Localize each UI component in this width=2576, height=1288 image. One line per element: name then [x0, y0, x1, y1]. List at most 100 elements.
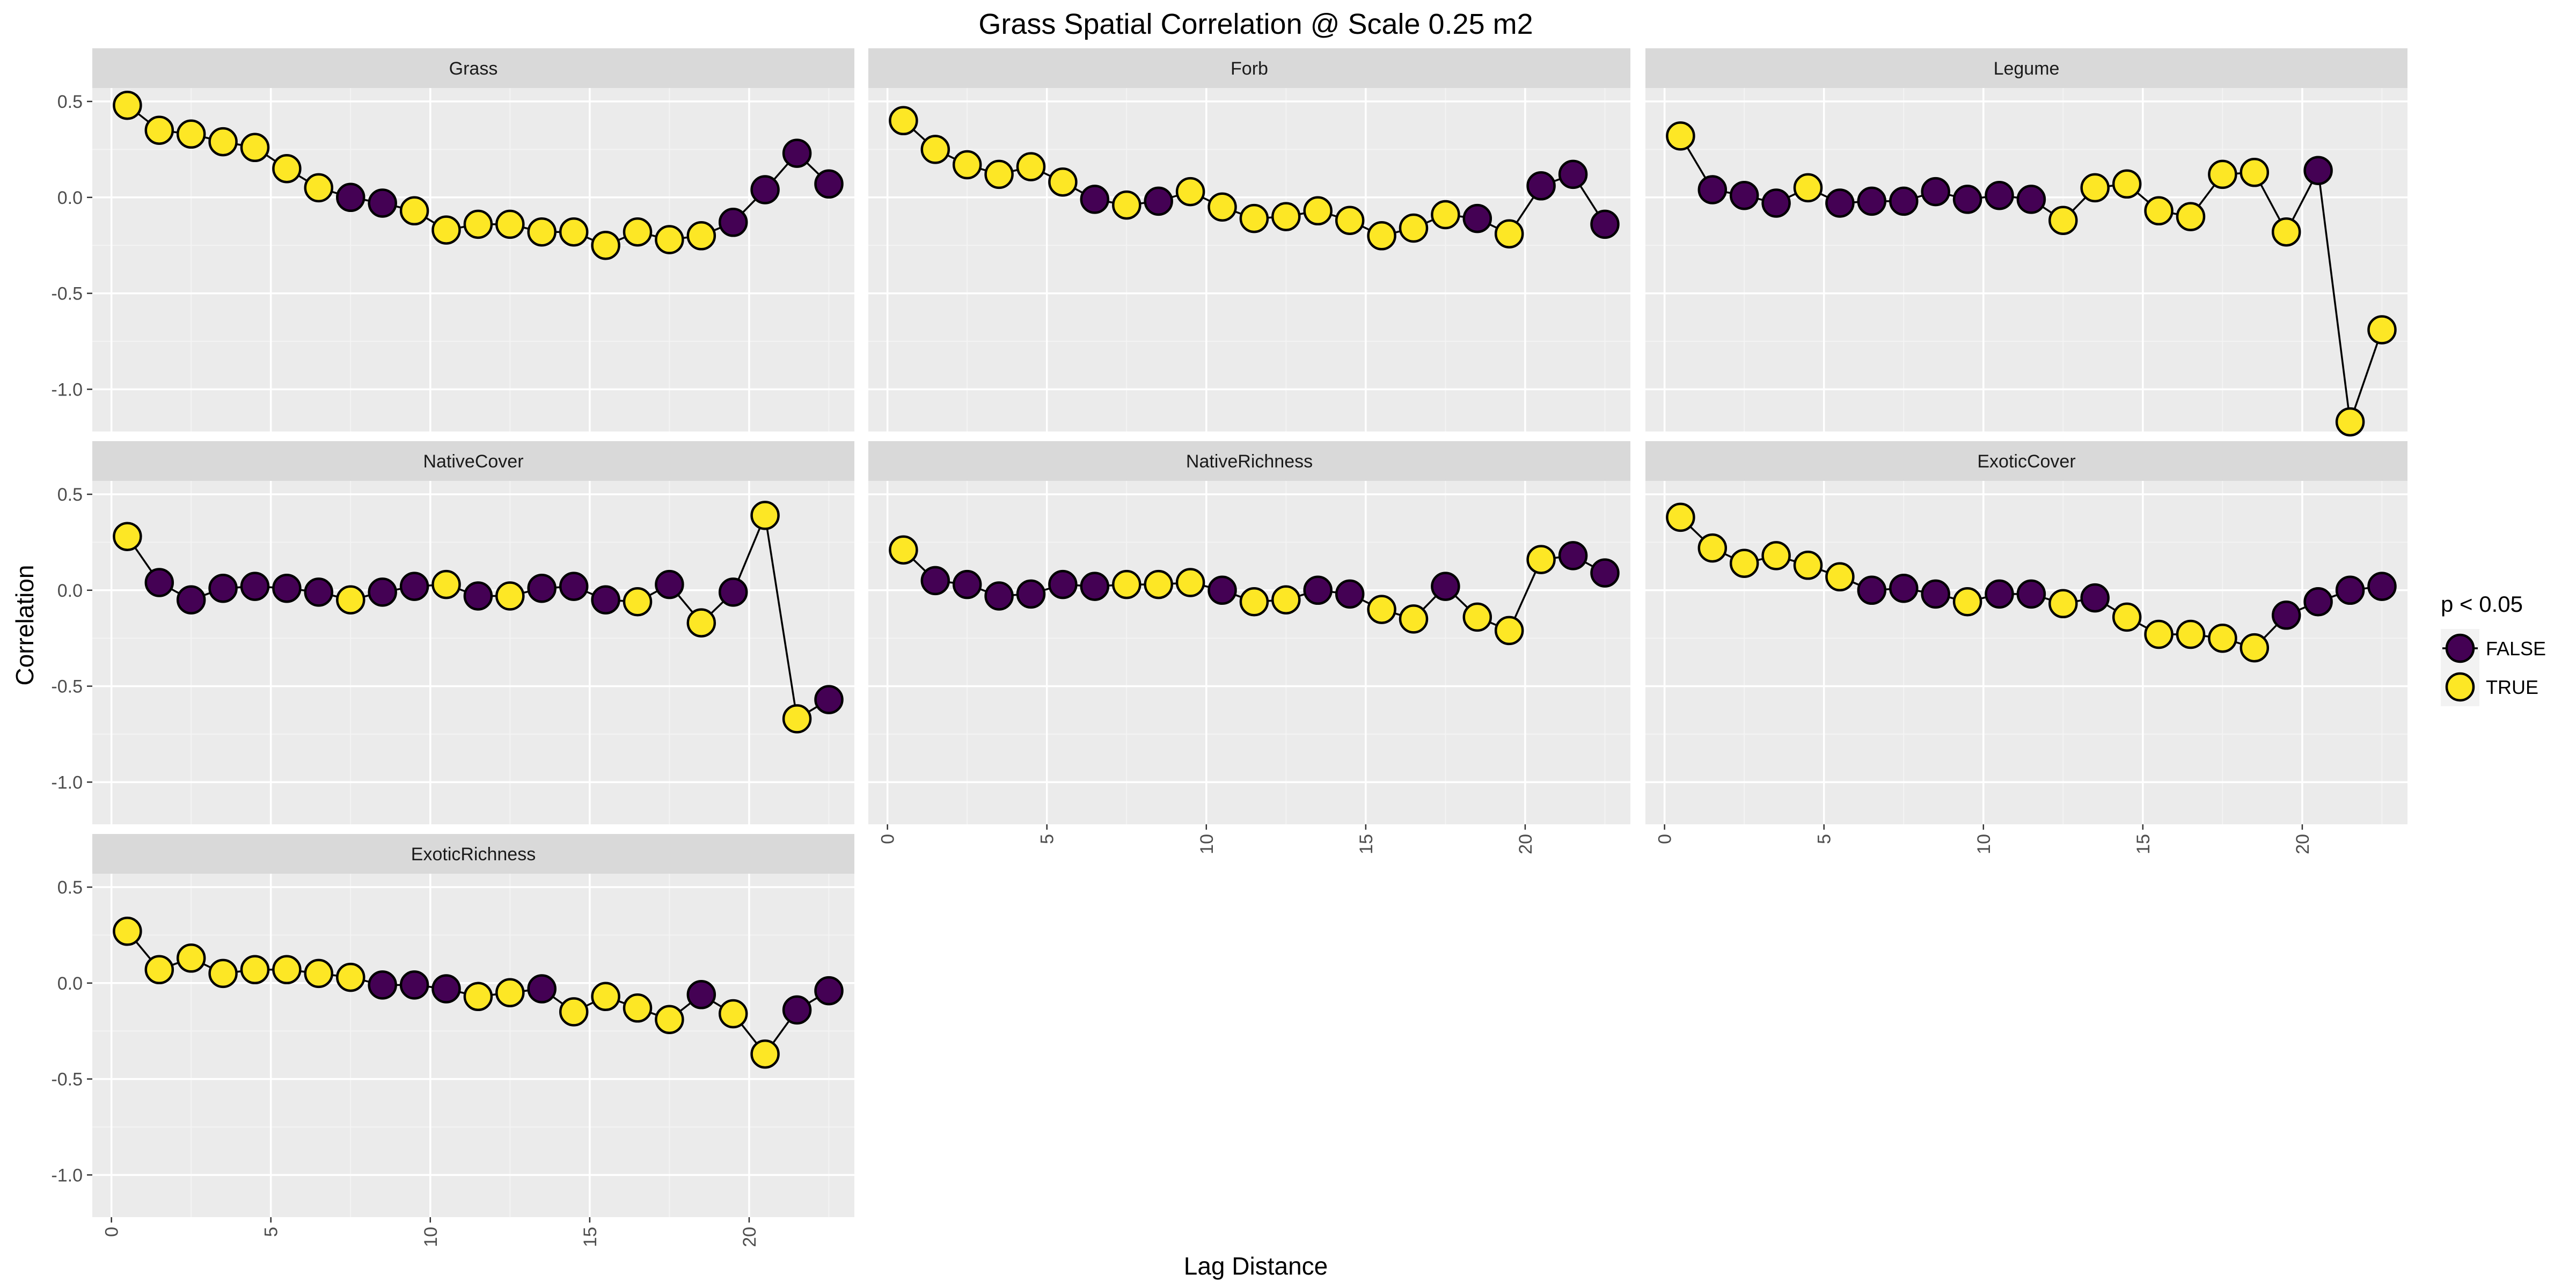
- x-tick-label: 0: [1655, 834, 1675, 844]
- y-tick-label: 0.5: [57, 877, 83, 898]
- data-point: [2240, 158, 2270, 187]
- data-point: [144, 955, 174, 985]
- data-point: [1048, 569, 1078, 599]
- x-tick-label: 5: [1037, 834, 1058, 844]
- data-point: [2144, 196, 2174, 226]
- panel-background: [1645, 481, 2407, 824]
- y-tick-label: -1.0: [51, 772, 83, 793]
- data-point: [304, 958, 334, 989]
- legend-entry-true: TRUE: [2441, 668, 2538, 706]
- data-point: [814, 685, 844, 714]
- x-tick-label: 15: [2133, 834, 2154, 854]
- data-point: [1952, 185, 1982, 214]
- panel-strip-label: ExoticRichness: [411, 844, 536, 865]
- data-point: [750, 1039, 780, 1069]
- panel-strip-label: ExoticCover: [1977, 451, 2075, 472]
- panel-background: [92, 874, 854, 1217]
- data-point: [1399, 213, 1429, 243]
- data-point: [686, 980, 716, 1009]
- data-point: [2016, 579, 2046, 609]
- legend-key-true-dot: [2445, 672, 2475, 702]
- data-point: [463, 209, 493, 239]
- data-point: [952, 569, 982, 599]
- data-point: [782, 995, 812, 1025]
- data-point: [113, 90, 142, 120]
- data-point: [1729, 548, 1759, 578]
- data-point: [984, 159, 1014, 189]
- data-point: [889, 106, 918, 136]
- data-point: [1825, 188, 1855, 218]
- panel-background: [92, 481, 854, 824]
- data-point: [1857, 186, 1887, 216]
- data-point: [1526, 171, 1556, 201]
- data-point: [431, 974, 461, 1004]
- panel-strip-label: Legume: [1994, 58, 2060, 79]
- data-point: [304, 173, 334, 203]
- data-point: [1825, 562, 1855, 592]
- panel-grass: Grass 0.5 0.0 -0.5 -1.0: [51, 48, 854, 431]
- data-point: [1952, 587, 1982, 617]
- data-point: [1080, 572, 1110, 601]
- data-point: [1271, 585, 1301, 614]
- data-point: [2080, 583, 2110, 613]
- data-point: [920, 135, 950, 164]
- data-point: [527, 974, 557, 1004]
- data-point: [2335, 407, 2365, 437]
- data-point: [591, 982, 620, 1012]
- panel-strip: [92, 441, 854, 481]
- data-point: [889, 535, 918, 565]
- data-point: [1889, 186, 1919, 216]
- x-axis-title: Lag Distance: [1184, 1252, 1328, 1280]
- legend-label-false: FALSE: [2486, 638, 2546, 660]
- data-point: [176, 119, 206, 149]
- panel-legume: Legume: [1645, 48, 2407, 437]
- data-point: [1761, 188, 1791, 218]
- data-point: [2335, 575, 2365, 605]
- data-point: [2080, 173, 2110, 203]
- data-point: [1793, 173, 1823, 203]
- x-tick-label: 15: [580, 1227, 601, 1247]
- data-point: [1558, 159, 1588, 189]
- data-point: [208, 958, 238, 989]
- data-point: [399, 970, 429, 1000]
- data-point: [1303, 575, 1333, 605]
- legend-key-false-dot: [2445, 633, 2475, 663]
- panel-background: [1645, 88, 2407, 431]
- data-point: [2016, 185, 2046, 214]
- data-point: [1921, 579, 1950, 609]
- data-point: [655, 225, 684, 254]
- data-point: [623, 993, 653, 1023]
- data-point: [2240, 633, 2270, 663]
- data-point: [1431, 200, 1460, 230]
- data-point: [495, 978, 525, 1007]
- panel-exoticrichness: ExoticRichness 0.5 0.0 -0.5 -1.0 0 5 10 15 20: [51, 834, 854, 1247]
- data-point: [1239, 203, 1269, 233]
- data-point: [1208, 192, 1237, 222]
- data-point: [1239, 587, 1269, 617]
- legend-entry-false: FALSE: [2441, 629, 2546, 668]
- data-point: [1335, 206, 1365, 235]
- x-tick-label: 10: [1974, 834, 1994, 854]
- data-point: [2303, 587, 2333, 617]
- data-point: [527, 217, 557, 247]
- data-point: [1016, 152, 1046, 181]
- data-point: [782, 138, 812, 168]
- data-point: [463, 982, 493, 1012]
- panel-strip-label: Forb: [1231, 58, 1268, 79]
- panel-forb: Forb: [868, 48, 1630, 431]
- data-point: [272, 153, 302, 184]
- legend: p < 0.05 FALSE TRUE: [2441, 591, 2546, 706]
- data-point: [1112, 569, 1141, 599]
- data-point: [1558, 541, 1588, 570]
- x-tick-label: 0: [878, 834, 898, 844]
- data-point: [240, 572, 270, 601]
- panel-strip: [868, 48, 1630, 88]
- panel-exoticcover: ExoticCover 0 5 10 15 20: [1645, 441, 2407, 854]
- data-point: [272, 955, 302, 985]
- data-point: [431, 569, 461, 599]
- data-point: [113, 522, 142, 551]
- data-point: [1175, 177, 1205, 207]
- data-point: [718, 208, 748, 237]
- data-point: [750, 501, 780, 530]
